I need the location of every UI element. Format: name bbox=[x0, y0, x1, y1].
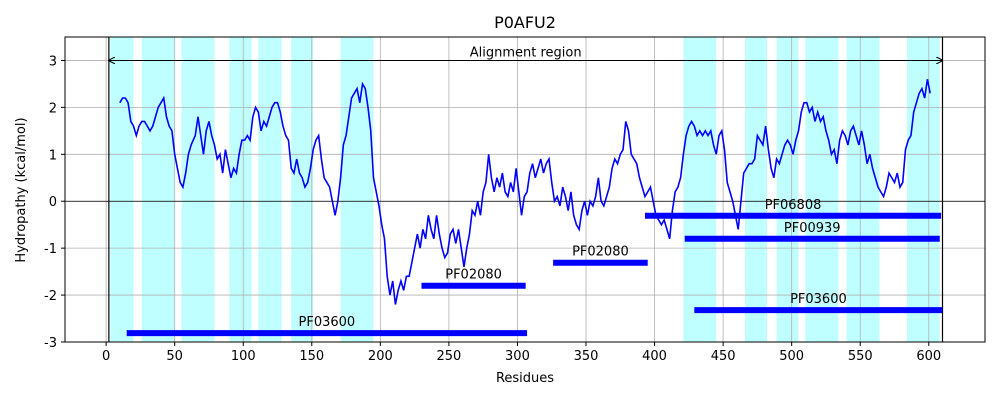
domain-label: PF03600 bbox=[299, 315, 356, 330]
x-tick-label: 450 bbox=[711, 349, 736, 364]
x-tick-label: 150 bbox=[299, 349, 324, 364]
domain-label: PF00939 bbox=[784, 221, 841, 236]
chart-title: P0AFU2 bbox=[494, 13, 556, 32]
highlight-band bbox=[229, 37, 252, 342]
y-tick-label: 2 bbox=[49, 101, 57, 116]
plot-frame bbox=[64, 36, 986, 343]
highlight-band bbox=[181, 37, 215, 342]
x-tick-label: 0 bbox=[102, 349, 110, 364]
y-axis-label: Hydropathy (kcal/mol) bbox=[14, 117, 29, 262]
domain-label: PF02080 bbox=[572, 245, 629, 260]
highlight-band bbox=[846, 37, 880, 342]
highlight-band bbox=[258, 37, 282, 342]
highlight-band bbox=[906, 37, 940, 342]
x-tick-label: 200 bbox=[368, 349, 393, 364]
highlight-band bbox=[776, 37, 799, 342]
domain-label: PF03600 bbox=[790, 292, 847, 307]
highlight-band bbox=[683, 37, 717, 342]
x-tick-label: 350 bbox=[574, 349, 599, 364]
x-axis-label: Residues bbox=[496, 371, 554, 386]
x-tick-label: 300 bbox=[505, 349, 530, 364]
y-tick-label: 1 bbox=[49, 148, 57, 163]
x-tick-label: 550 bbox=[848, 349, 873, 364]
domain-label: PF02080 bbox=[445, 268, 502, 283]
domain-label: PF06808 bbox=[765, 198, 822, 213]
highlight-band bbox=[110, 37, 134, 342]
region-label: Alignment region bbox=[470, 45, 582, 60]
y-tick-label: -1 bbox=[44, 242, 57, 257]
x-tick-label: 100 bbox=[231, 349, 256, 364]
x-tick-label: 50 bbox=[166, 349, 183, 364]
y-tick-label: 3 bbox=[49, 54, 57, 69]
y-tick-label: 0 bbox=[49, 195, 57, 210]
y-tick-label: -3 bbox=[44, 336, 57, 351]
highlight-band bbox=[745, 37, 767, 342]
x-tick-label: 600 bbox=[916, 349, 941, 364]
highlight-band bbox=[805, 37, 839, 342]
plot-layer: Alignment region PF06808 PF00939 PF02080 PF0… bbox=[61, 36, 986, 346]
x-tick-label: 500 bbox=[779, 349, 804, 364]
highlight-band bbox=[340, 37, 374, 342]
highlight-band bbox=[141, 37, 175, 342]
y-tick-label: -2 bbox=[44, 289, 57, 304]
hydropathy-line bbox=[119, 79, 931, 305]
x-tick-label: 400 bbox=[642, 349, 667, 364]
highlight-band bbox=[291, 37, 314, 342]
x-tick-label: 250 bbox=[436, 349, 461, 364]
